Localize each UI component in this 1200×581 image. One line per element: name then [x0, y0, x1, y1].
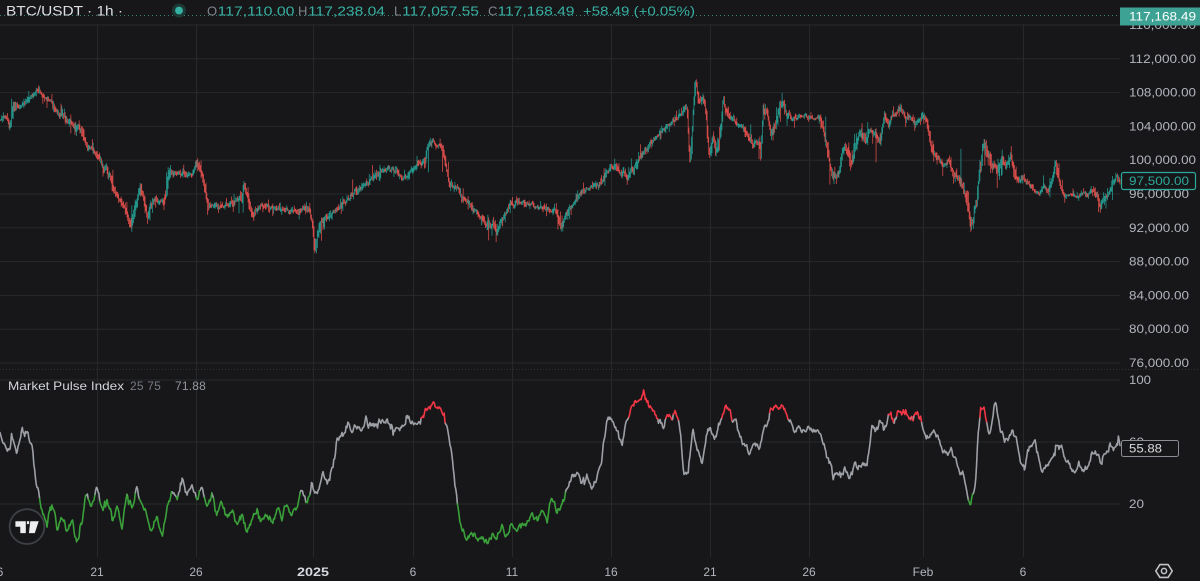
svg-text:20: 20: [1129, 497, 1144, 511]
svg-text:117,110.00: 117,110.00: [218, 4, 295, 19]
svg-text:76,000.00: 76,000.00: [1129, 356, 1189, 370]
svg-text:L: L: [394, 4, 401, 19]
svg-text:84,000.00: 84,000.00: [1129, 288, 1189, 302]
svg-text:+58.49 (+0.05%): +58.49 (+0.05%): [583, 4, 695, 19]
svg-text:100: 100: [1129, 373, 1151, 387]
svg-text:100,000.00: 100,000.00: [1129, 153, 1196, 167]
svg-text:117,057.55: 117,057.55: [402, 4, 479, 19]
svg-text:2025: 2025: [297, 565, 329, 579]
svg-text:O: O: [207, 4, 217, 19]
svg-text:16: 16: [604, 565, 618, 579]
svg-text:21: 21: [90, 565, 104, 579]
svg-text:92,000.00: 92,000.00: [1129, 221, 1189, 235]
svg-text:96,000.00: 96,000.00: [1129, 187, 1189, 201]
svg-text:71.88: 71.88: [175, 379, 206, 393]
svg-text:6: 6: [1020, 565, 1027, 579]
svg-text:6: 6: [410, 565, 417, 579]
svg-text:25 75: 25 75: [130, 379, 161, 393]
svg-text:117,168.49: 117,168.49: [498, 4, 575, 19]
svg-text:80,000.00: 80,000.00: [1129, 322, 1189, 336]
svg-text:108,000.00: 108,000.00: [1129, 86, 1196, 100]
svg-text:BTC/USDT · 1h ·: BTC/USDT · 1h ·: [6, 4, 123, 19]
svg-text:26: 26: [189, 565, 203, 579]
svg-text:6: 6: [0, 565, 4, 579]
svg-text:H: H: [298, 4, 307, 19]
svg-text:112,000.00: 112,000.00: [1129, 52, 1196, 66]
svg-text:11: 11: [506, 565, 519, 579]
svg-text:C: C: [488, 4, 497, 19]
svg-text:117,238.04: 117,238.04: [308, 4, 385, 19]
svg-text:97,500.00: 97,500.00: [1129, 174, 1189, 188]
svg-text:55.88: 55.88: [1129, 442, 1162, 456]
svg-text:88,000.00: 88,000.00: [1129, 255, 1189, 269]
svg-text:26: 26: [802, 565, 816, 579]
svg-text:117,168.49: 117,168.49: [1129, 10, 1196, 24]
svg-text:21: 21: [703, 565, 717, 579]
svg-text:Market Pulse Index: Market Pulse Index: [8, 379, 124, 393]
svg-text:Feb: Feb: [913, 565, 934, 579]
svg-text:104,000.00: 104,000.00: [1129, 119, 1196, 133]
